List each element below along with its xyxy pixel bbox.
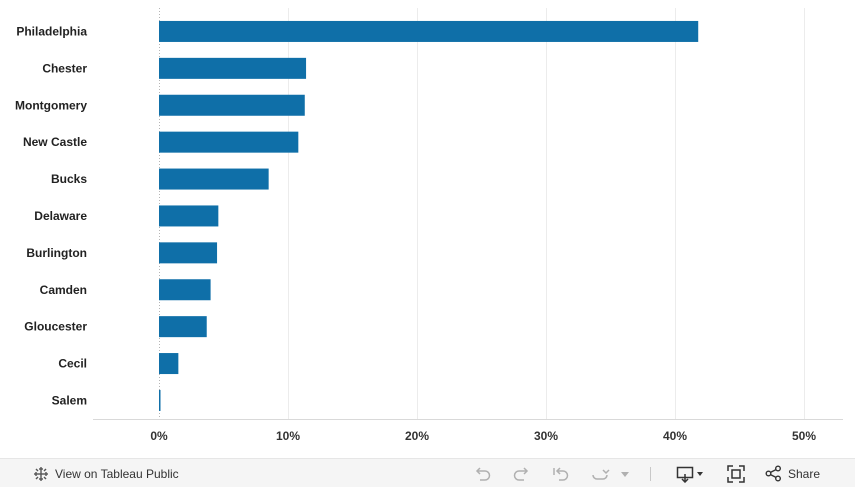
bar[interactable] — [159, 242, 218, 264]
share-label: Share — [788, 466, 821, 481]
revert-icon — [552, 466, 570, 482]
x-tick-label: 20% — [405, 429, 429, 443]
category-label: Chester — [42, 61, 87, 75]
bar[interactable] — [159, 20, 699, 42]
bars — [159, 20, 699, 411]
category-label: Cecil — [58, 357, 87, 371]
x-tick-label: 30% — [534, 429, 558, 443]
category-label: Salem — [52, 393, 87, 407]
grid-lines — [159, 8, 805, 419]
refresh-icon — [590, 466, 610, 482]
bar[interactable] — [159, 131, 299, 153]
category-label: Burlington — [26, 246, 87, 260]
refresh-button[interactable] — [590, 459, 610, 488]
share-icon — [765, 465, 782, 482]
category-label: Philadelphia — [16, 24, 87, 38]
undo-button[interactable] — [474, 459, 492, 488]
category-label: Delaware — [34, 209, 87, 223]
category-label: Montgomery — [15, 98, 87, 112]
undo-icon — [474, 466, 492, 482]
bar-chart: Philadelphia Chester Montgomery New Castle B… — [15, 8, 843, 443]
download-button[interactable] — [676, 459, 704, 488]
category-label: New Castle — [23, 135, 87, 149]
tableau-toolbar: View on Tableau Public — [0, 458, 855, 487]
bar[interactable] — [159, 316, 207, 338]
view-on-tableau-public-label: View on Tableau Public — [55, 466, 179, 481]
redo-button[interactable] — [512, 459, 530, 488]
category-label: Bucks — [51, 172, 87, 186]
x-tick-label: 10% — [276, 429, 300, 443]
bar[interactable] — [159, 279, 211, 301]
x-tick-label: 50% — [792, 429, 816, 443]
x-tick-label: 40% — [663, 429, 687, 443]
category-labels: Philadelphia Chester Montgomery New Castle B… — [15, 24, 87, 407]
category-label: Camden — [40, 283, 87, 297]
bar[interactable] — [159, 389, 161, 411]
view-on-tableau-public-link[interactable]: View on Tableau Public — [33, 459, 179, 488]
x-tick-label: 0% — [150, 429, 168, 443]
share-button[interactable]: Share — [765, 459, 820, 488]
pause-dropdown-button[interactable] — [620, 459, 630, 488]
toolbar-separator — [650, 467, 651, 481]
tableau-logo-icon — [33, 466, 49, 482]
bar[interactable] — [159, 205, 219, 227]
bar[interactable] — [159, 57, 307, 79]
pause-dropdown-icon — [620, 469, 630, 479]
x-axis-tick-labels: 0% 10% 20% 30% 40% 50% — [150, 429, 816, 443]
bar[interactable] — [159, 94, 305, 116]
bar[interactable] — [159, 353, 179, 375]
fullscreen-button[interactable] — [727, 459, 745, 488]
bar[interactable] — [159, 168, 269, 190]
fullscreen-icon — [727, 464, 745, 483]
redo-icon — [512, 466, 530, 482]
revert-button[interactable] — [552, 459, 570, 488]
download-icon — [676, 465, 704, 483]
category-label: Gloucester — [24, 320, 87, 334]
